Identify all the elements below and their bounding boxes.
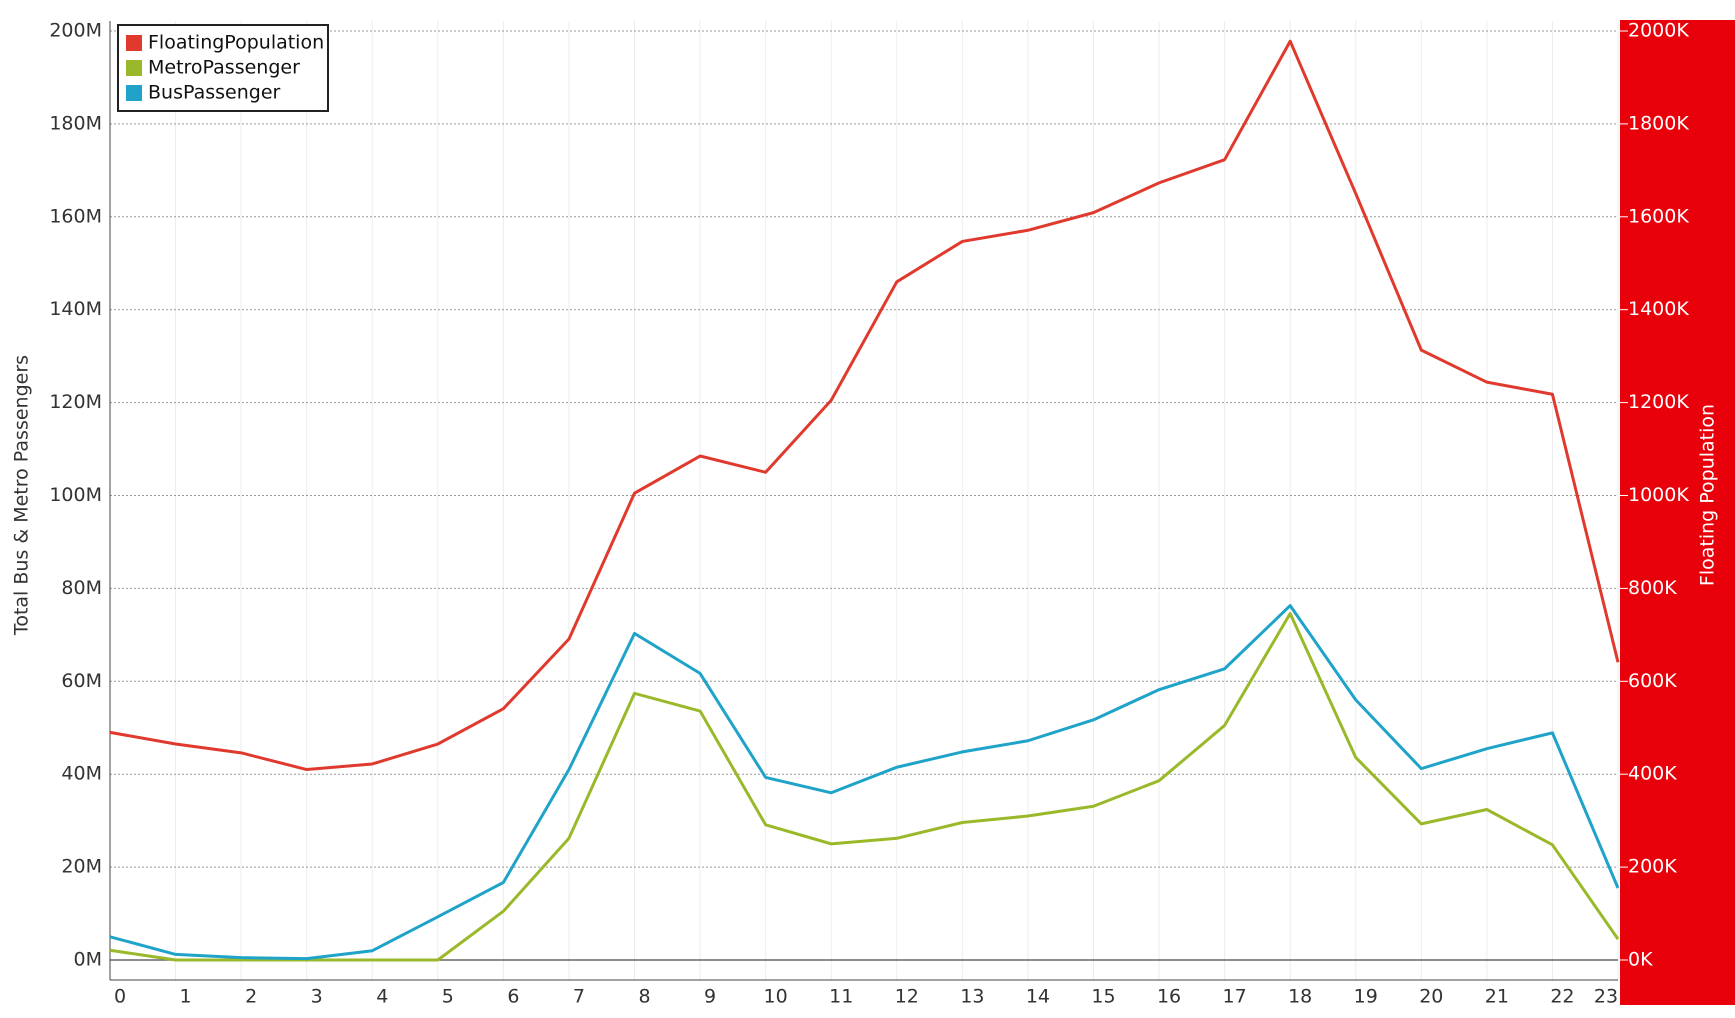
x-tick-label: 21 <box>1485 986 1509 1008</box>
y-tick-label: 20M <box>61 856 102 878</box>
y-tick-label: 200M <box>49 20 102 42</box>
y2-tick-label: 1200K <box>1628 391 1689 413</box>
y-tick-label: 40M <box>61 763 102 785</box>
y-tick-label: 140M <box>49 298 102 320</box>
x-tick-label: 7 <box>573 986 585 1008</box>
x-tick-label: 14 <box>1026 986 1050 1008</box>
series-line <box>109 604 1620 961</box>
legend-label: FloatingPopulation <box>148 32 324 54</box>
y2-tick-label: 2000K <box>1628 20 1689 42</box>
x-tick-label: 1 <box>180 986 192 1008</box>
y-axis-title: Total Bus & Metro Passengers <box>11 355 33 636</box>
legend: FloatingPopulation MetroPassenger BusPasse… <box>117 24 329 112</box>
y2-tick-label: 600K <box>1628 670 1677 692</box>
y2-tick-label: 800K <box>1628 577 1677 599</box>
x-tick-label: 23 <box>1594 986 1618 1008</box>
y2-tick-label: 1600K <box>1628 205 1689 227</box>
y-tick-label: 120M <box>49 391 102 413</box>
y2-tick-label: 1000K <box>1628 484 1689 506</box>
x-tick-label: 18 <box>1288 986 1312 1008</box>
series-line <box>109 39 1620 772</box>
legend-box <box>117 24 329 112</box>
y2-tick-label: 0K <box>1628 949 1653 971</box>
legend-label: BusPassenger <box>148 82 281 104</box>
y-tick-label: 0M <box>74 949 102 971</box>
legend-swatch <box>126 85 142 101</box>
y2-axis-band <box>1620 20 1735 1005</box>
series-line <box>109 611 1620 962</box>
x-tick-label: 2 <box>245 986 257 1008</box>
x-tick-label: 16 <box>1157 986 1181 1008</box>
y2-tick-label: 1400K <box>1628 298 1689 320</box>
x-tick-label: 4 <box>376 986 388 1008</box>
y2-axis-title: Floating Population <box>1697 404 1719 586</box>
x-tick-label: 11 <box>829 986 853 1008</box>
y2-tick-label: 1800K <box>1628 112 1689 134</box>
x-tick-label: 0 <box>114 986 126 1008</box>
y-tick-label: 180M <box>49 112 102 134</box>
y-tick-label: 160M <box>49 205 102 227</box>
legend-swatch <box>126 35 142 51</box>
x-tick-label: 20 <box>1419 986 1443 1008</box>
legend-label: MetroPassenger <box>148 57 300 79</box>
y-tick-label: 60M <box>61 670 102 692</box>
x-tick-label: 3 <box>311 986 323 1008</box>
y2-tick-label: 200K <box>1628 856 1677 878</box>
y-tick-label: 80M <box>61 577 102 599</box>
x-tick-label: 12 <box>895 986 919 1008</box>
x-tick-label: 8 <box>638 986 650 1008</box>
x-tick-label: 22 <box>1550 986 1574 1008</box>
legend-swatch <box>126 60 142 76</box>
x-tick-label: 10 <box>764 986 788 1008</box>
y2-tick-label: 400K <box>1628 763 1677 785</box>
x-tick-label: 15 <box>1091 986 1115 1008</box>
y-tick-label: 100M <box>49 484 102 506</box>
x-tick-label: 6 <box>507 986 519 1008</box>
x-tick-label: 19 <box>1354 986 1378 1008</box>
x-tick-label: 5 <box>442 986 454 1008</box>
x-tick-label: 9 <box>704 986 716 1008</box>
x-tick-label: 13 <box>960 986 984 1008</box>
x-tick-label: 17 <box>1223 986 1247 1008</box>
